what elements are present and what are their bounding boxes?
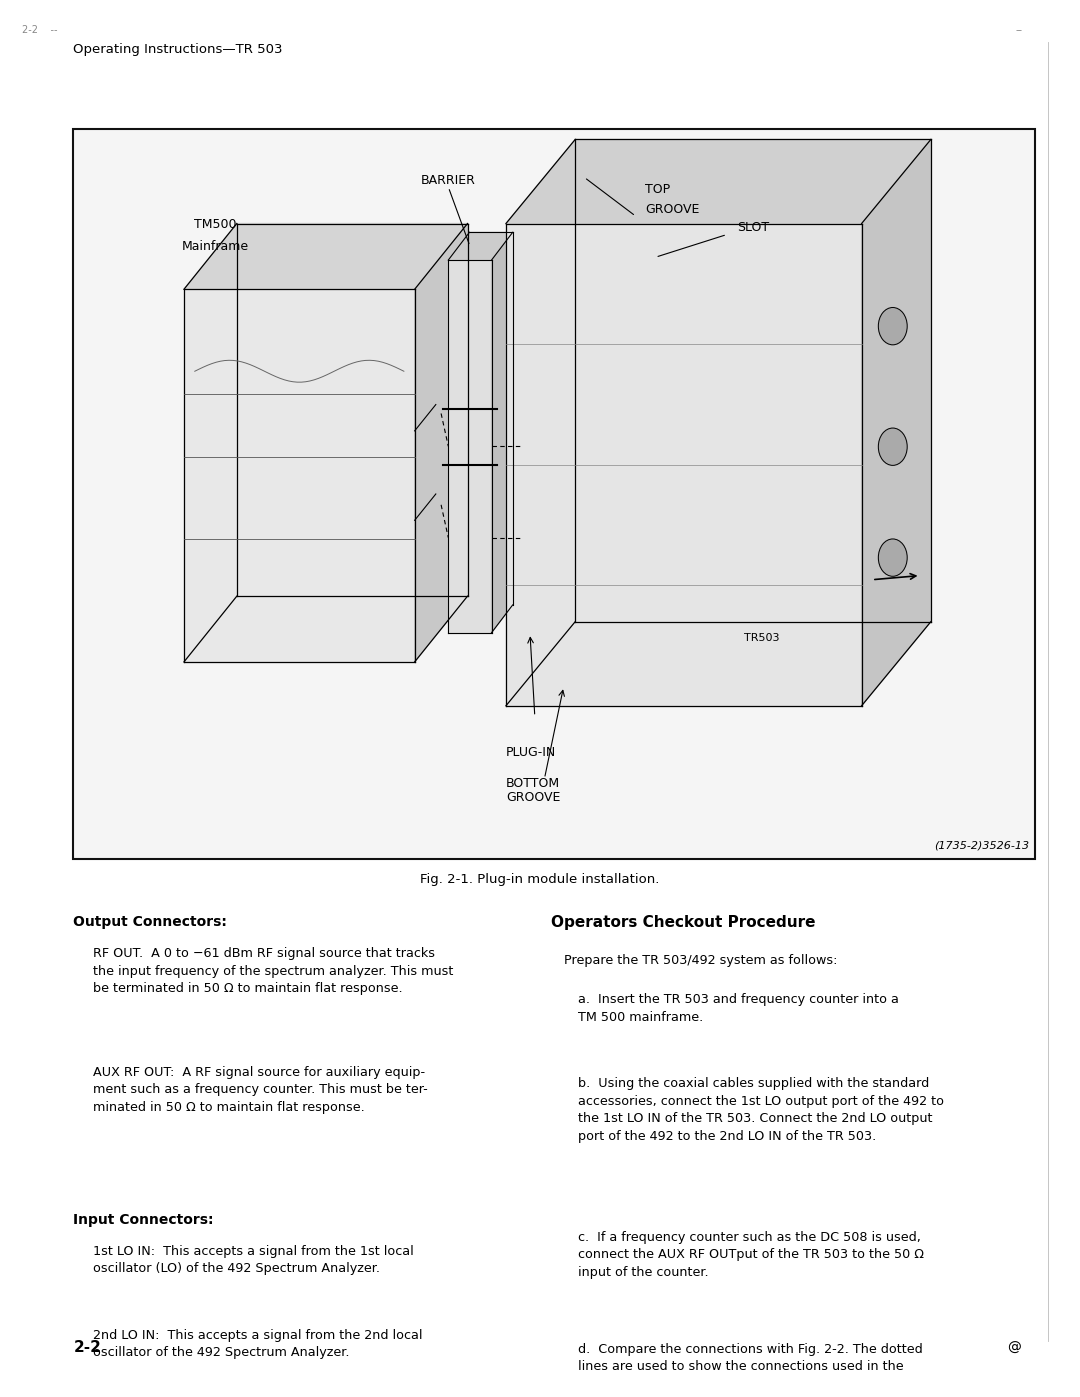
- Text: TM500: TM500: [194, 218, 237, 231]
- Text: Prepare the TR 503/492 system as follows:: Prepare the TR 503/492 system as follows…: [564, 954, 837, 967]
- Text: @: @: [1007, 1341, 1021, 1355]
- Text: d.  Compare the connections with Fig. 2-2. The dotted
lines are used to show the: d. Compare the connections with Fig. 2-2…: [578, 1343, 922, 1373]
- Text: Operating Instructions—TR 503: Operating Instructions—TR 503: [73, 43, 283, 56]
- Text: BOTTOM: BOTTOM: [505, 777, 561, 789]
- Text: Mainframe: Mainframe: [183, 240, 249, 253]
- Text: Fig. 2-1. Plug-in module installation.: Fig. 2-1. Plug-in module installation.: [420, 873, 660, 886]
- Polygon shape: [415, 224, 468, 662]
- Text: --: --: [1015, 25, 1022, 35]
- Polygon shape: [448, 260, 491, 633]
- Text: 2nd LO IN:  This accepts a signal from the 2nd local
oscillator of the 492 Spect: 2nd LO IN: This accepts a signal from th…: [93, 1329, 422, 1359]
- Text: 2-2    --: 2-2 --: [22, 25, 57, 35]
- Text: GROOVE: GROOVE: [646, 203, 700, 217]
- Text: GROOVE: GROOVE: [505, 791, 561, 805]
- Circle shape: [878, 539, 907, 577]
- Text: Input Connectors:: Input Connectors:: [73, 1213, 214, 1227]
- Text: a.  Insert the TR 503 and frequency counter into a
TM 500 mainframe.: a. Insert the TR 503 and frequency count…: [578, 993, 899, 1024]
- Bar: [73, 129, 1035, 859]
- Polygon shape: [184, 289, 415, 662]
- Polygon shape: [505, 224, 862, 705]
- Text: SLOT: SLOT: [737, 222, 769, 235]
- Text: 1st LO IN:  This accepts a signal from the 1st local
oscillator (LO) of the 492 : 1st LO IN: This accepts a signal from th…: [93, 1245, 414, 1275]
- Text: TOP: TOP: [646, 183, 671, 196]
- Polygon shape: [448, 232, 513, 260]
- Circle shape: [878, 307, 907, 345]
- Text: (1735-2)3526-13: (1735-2)3526-13: [934, 841, 1029, 851]
- Text: AUX RF OUT:  A RF signal source for auxiliary equip-
ment such as a frequency co: AUX RF OUT: A RF signal source for auxil…: [93, 1066, 428, 1113]
- Text: b.  Using the coaxial cables supplied with the standard
accessories, connect the: b. Using the coaxial cables supplied wit…: [578, 1077, 944, 1143]
- Text: PLUG-IN: PLUG-IN: [505, 746, 556, 759]
- Circle shape: [878, 427, 907, 465]
- Polygon shape: [505, 140, 931, 224]
- Text: Operators Checkout Procedure: Operators Checkout Procedure: [551, 915, 815, 930]
- Text: c.  If a frequency counter such as the DC 508 is used,
connect the AUX RF OUTput: c. If a frequency counter such as the DC…: [578, 1231, 923, 1278]
- Text: 2-2: 2-2: [73, 1340, 102, 1355]
- Text: Output Connectors:: Output Connectors:: [73, 915, 227, 929]
- Polygon shape: [184, 224, 468, 289]
- Polygon shape: [862, 140, 931, 705]
- Text: TR503: TR503: [744, 633, 780, 643]
- Text: RF OUT.  A 0 to −61 dBm RF signal source that tracks
the input frequency of the : RF OUT. A 0 to −61 dBm RF signal source …: [93, 947, 454, 995]
- Text: BARRIER: BARRIER: [421, 175, 476, 187]
- Polygon shape: [491, 232, 513, 633]
